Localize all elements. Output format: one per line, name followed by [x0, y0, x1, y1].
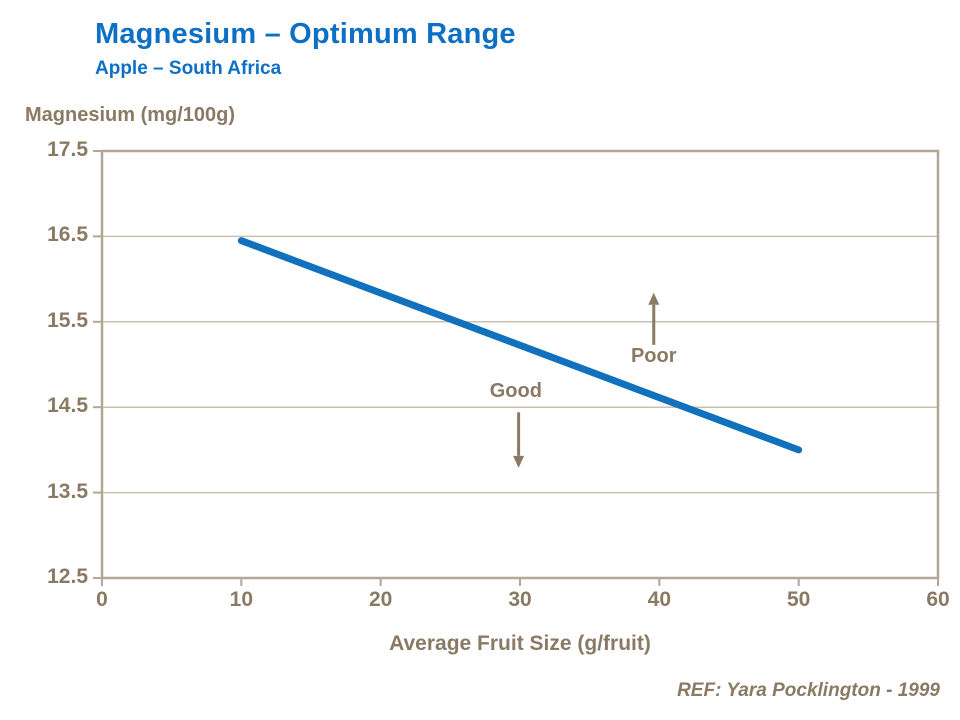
y-axis-title: Magnesium (mg/100g): [25, 104, 236, 126]
y-tick-label: 16.5: [47, 223, 88, 247]
y-tick-label: 13.5: [47, 479, 88, 503]
x-tick-label: 30: [508, 588, 532, 611]
data-line-optimum-range: [237, 237, 803, 454]
y-tick-label: 14.5: [47, 394, 88, 418]
annotation-label-poor: Poor: [630, 344, 677, 367]
y-tick-label: 17.5: [47, 138, 88, 161]
y-tick-label: 15.5: [47, 308, 88, 332]
x-axis-title: Average Fruit Size (g/fruit): [389, 632, 651, 655]
x-tick-label: 20: [368, 588, 393, 611]
plot-border: [100, 149, 940, 580]
y-tick-label: 12.5: [47, 565, 88, 588]
page-title: Magnesium – Optimum Range: [95, 18, 516, 50]
annotation-arrowhead-down: [513, 455, 525, 468]
x-tick-label: 10: [229, 588, 253, 611]
annotation-label-good: Good: [489, 379, 542, 402]
x-tick-label: 0: [96, 588, 108, 611]
x-tick-label: 60: [926, 588, 950, 611]
x-tick-label: 40: [647, 588, 671, 611]
reference-text: REF: Yara Pocklington - 1999: [677, 680, 940, 701]
page-subtitle: Apple – South Africa: [95, 58, 282, 79]
x-tick-label: 50: [786, 588, 811, 611]
annotation-arrowhead-up: [648, 292, 660, 305]
